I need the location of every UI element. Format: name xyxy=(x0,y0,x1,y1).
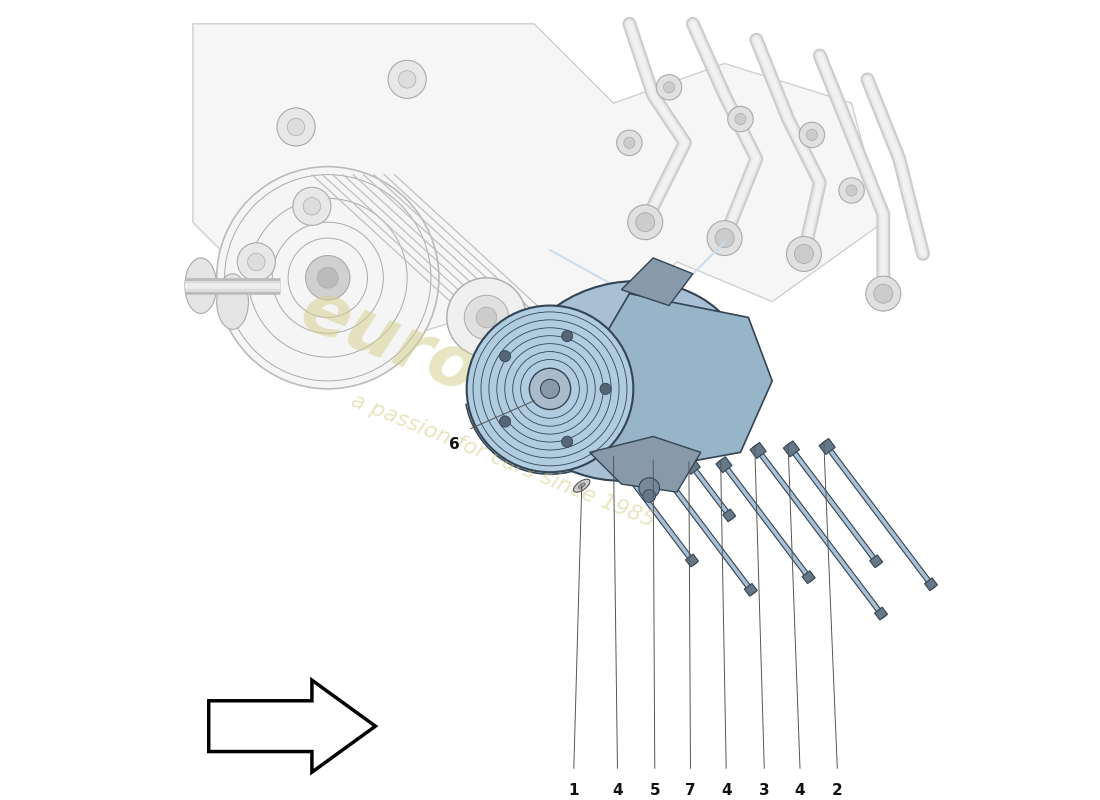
Text: a passion for cars since 1985: a passion for cars since 1985 xyxy=(348,390,657,530)
Polygon shape xyxy=(590,437,701,492)
Polygon shape xyxy=(684,458,701,474)
Circle shape xyxy=(794,245,814,263)
Text: 2: 2 xyxy=(832,782,843,798)
Polygon shape xyxy=(723,509,736,522)
Circle shape xyxy=(217,166,439,389)
Ellipse shape xyxy=(510,281,748,481)
Circle shape xyxy=(304,198,320,215)
Circle shape xyxy=(846,185,857,196)
Circle shape xyxy=(636,213,654,232)
Circle shape xyxy=(499,416,510,427)
Circle shape xyxy=(600,383,612,394)
Polygon shape xyxy=(820,438,835,454)
Circle shape xyxy=(562,436,573,447)
Circle shape xyxy=(786,237,822,271)
Circle shape xyxy=(806,130,817,141)
Polygon shape xyxy=(802,570,815,583)
Text: 5: 5 xyxy=(649,782,660,798)
Circle shape xyxy=(873,284,893,303)
Ellipse shape xyxy=(573,479,590,492)
Circle shape xyxy=(398,70,416,88)
Polygon shape xyxy=(783,441,800,457)
Circle shape xyxy=(617,130,642,155)
Circle shape xyxy=(663,82,674,93)
Circle shape xyxy=(529,368,571,410)
Polygon shape xyxy=(870,555,882,568)
Text: 4: 4 xyxy=(794,782,805,798)
Circle shape xyxy=(464,295,508,340)
Ellipse shape xyxy=(579,483,585,488)
Polygon shape xyxy=(688,461,734,520)
Circle shape xyxy=(642,490,656,502)
Polygon shape xyxy=(648,457,664,473)
Circle shape xyxy=(657,74,682,100)
Polygon shape xyxy=(621,258,693,306)
Polygon shape xyxy=(822,441,936,590)
Polygon shape xyxy=(612,455,696,566)
Circle shape xyxy=(562,330,573,342)
Polygon shape xyxy=(786,443,881,566)
Polygon shape xyxy=(651,459,756,595)
Circle shape xyxy=(277,108,315,146)
Ellipse shape xyxy=(185,258,217,314)
Circle shape xyxy=(624,138,635,149)
Ellipse shape xyxy=(217,274,249,330)
Text: 6: 6 xyxy=(450,437,460,452)
Polygon shape xyxy=(745,583,757,596)
Polygon shape xyxy=(752,445,886,618)
Circle shape xyxy=(238,243,275,281)
Polygon shape xyxy=(209,680,375,772)
Circle shape xyxy=(540,379,560,398)
Circle shape xyxy=(287,118,305,136)
Circle shape xyxy=(728,106,754,132)
Polygon shape xyxy=(192,24,883,342)
Polygon shape xyxy=(608,453,625,469)
Circle shape xyxy=(306,255,350,300)
Circle shape xyxy=(839,178,865,203)
Text: 3: 3 xyxy=(759,782,770,798)
Circle shape xyxy=(735,114,746,125)
Polygon shape xyxy=(750,442,767,458)
Circle shape xyxy=(715,229,734,248)
Polygon shape xyxy=(874,607,888,620)
Text: 4: 4 xyxy=(720,782,732,798)
Circle shape xyxy=(318,267,338,288)
Circle shape xyxy=(639,478,660,498)
Circle shape xyxy=(499,350,510,362)
Circle shape xyxy=(466,306,634,472)
Circle shape xyxy=(476,307,497,328)
Circle shape xyxy=(248,253,265,270)
Circle shape xyxy=(447,278,526,357)
Circle shape xyxy=(628,205,662,240)
Polygon shape xyxy=(716,457,733,473)
Polygon shape xyxy=(718,459,813,582)
Circle shape xyxy=(800,122,825,148)
Polygon shape xyxy=(924,578,937,590)
Circle shape xyxy=(293,187,331,226)
Text: 4: 4 xyxy=(612,782,623,798)
Circle shape xyxy=(388,60,426,98)
Text: 7: 7 xyxy=(685,782,696,798)
Text: 1: 1 xyxy=(569,782,579,798)
Polygon shape xyxy=(574,294,772,468)
Circle shape xyxy=(707,221,743,255)
Polygon shape xyxy=(685,554,698,567)
Circle shape xyxy=(866,276,901,311)
Text: euroParts: euroParts xyxy=(290,275,683,487)
